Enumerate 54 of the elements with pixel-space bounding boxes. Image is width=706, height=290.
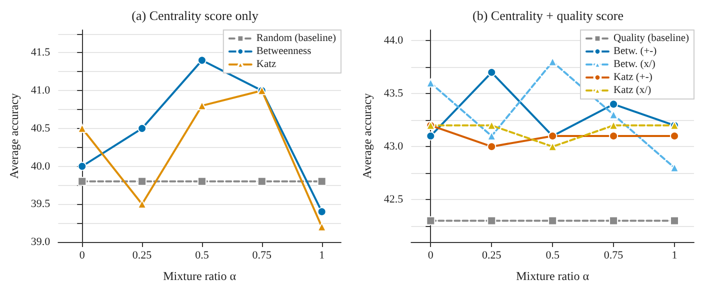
x-tick-label: 0 (428, 250, 434, 262)
y-tick-label: 39.5 (30, 198, 51, 210)
y-tick-label: 40.5 (30, 122, 51, 134)
legend-label: Betweenness (256, 46, 312, 57)
chart-title: (a) Centrality score only (132, 8, 259, 23)
point (426, 132, 436, 140)
point (78, 176, 87, 186)
legend-label: Quality (baseline) (613, 33, 690, 44)
y-tick-label: 42.5 (384, 194, 404, 206)
y-tick-label: 43.5 (384, 88, 404, 100)
point (670, 132, 679, 140)
point (138, 176, 147, 186)
x-tick-label: 0.5 (546, 250, 560, 262)
legend-label: Betw. (+-) (613, 46, 658, 57)
y-tick-label: 41.5 (30, 46, 51, 59)
point (487, 216, 496, 226)
point (78, 162, 87, 171)
x-tick-label: 0.75 (252, 250, 272, 262)
point (197, 56, 206, 65)
point (317, 176, 326, 186)
legend-label: Betw. (x/) (613, 59, 656, 70)
legend-label: Random (baseline) (256, 33, 337, 44)
x-tick-label: 0.25 (482, 250, 502, 262)
x-tick-label: 0.25 (132, 250, 152, 262)
chart-title: (b) Centrality + quality score (472, 8, 624, 23)
point (548, 216, 558, 226)
point (138, 124, 147, 133)
point (197, 176, 206, 186)
x-axis-title: Mixture ratio α (163, 269, 237, 283)
y-axis-title: Average accuracy (7, 93, 21, 179)
point (487, 142, 496, 152)
x-axis-title: Mixture ratio α (516, 269, 590, 283)
point (426, 216, 436, 226)
point (609, 216, 618, 226)
y-tick-label: 40.0 (30, 160, 51, 172)
point (670, 216, 679, 226)
y-tick-label: 43.0 (384, 140, 404, 153)
point (317, 207, 326, 216)
legend-label: Katz (x/) (613, 85, 652, 96)
x-tick-label: 1 (672, 250, 678, 262)
point (609, 100, 618, 109)
point (487, 68, 496, 77)
x-tick-label: 1 (319, 250, 325, 262)
x-tick-label: 0.5 (195, 250, 210, 262)
legend-label: Katz (+-) (613, 72, 653, 83)
x-tick-label: 0.75 (604, 250, 624, 262)
point (257, 176, 266, 186)
legend-label: Katz (256, 59, 277, 70)
point (609, 132, 618, 140)
y-tick-label: 39.0 (30, 236, 51, 248)
y-tick-label: 44.0 (384, 34, 404, 47)
y-axis-title: Average accuracy (360, 93, 374, 179)
x-tick-label: 0 (79, 250, 86, 262)
y-tick-label: 41.0 (30, 84, 51, 97)
